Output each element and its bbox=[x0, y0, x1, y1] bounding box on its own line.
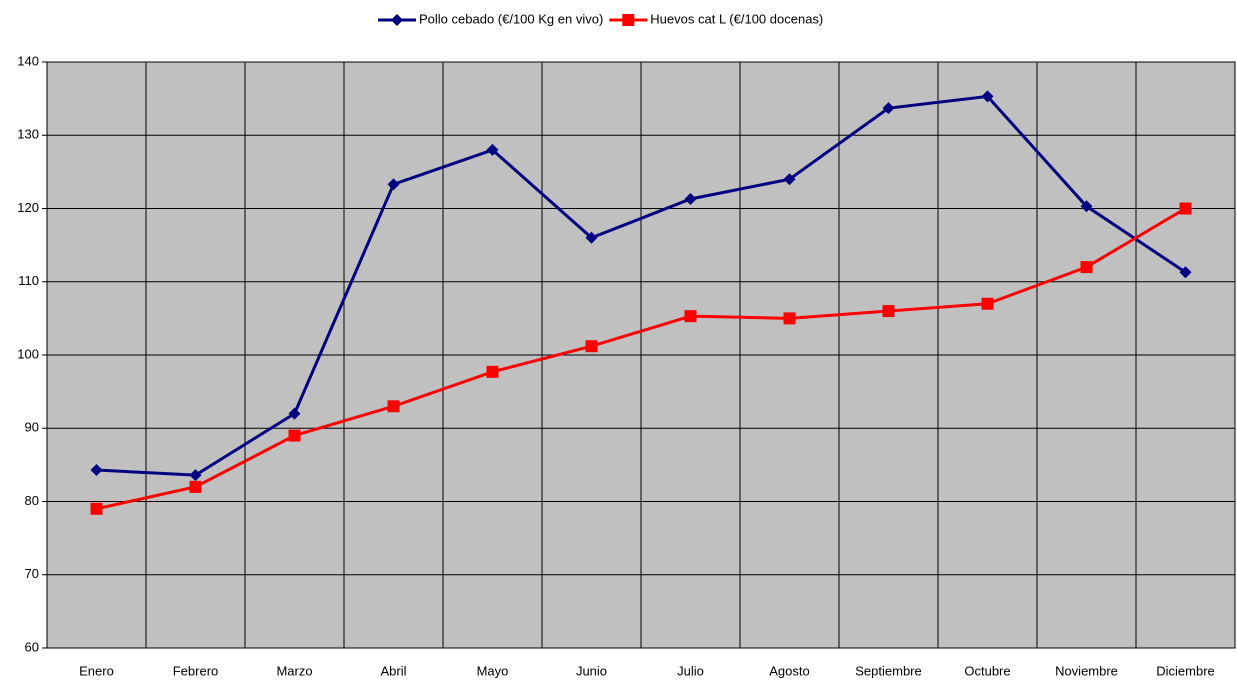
marker bbox=[981, 297, 994, 310]
marker bbox=[288, 407, 301, 420]
marker bbox=[1179, 266, 1192, 279]
y-tick-label: 110 bbox=[18, 273, 39, 288]
y-tick-label: 100 bbox=[17, 346, 39, 361]
x-tick-label: Marzo bbox=[276, 663, 312, 678]
x-tick-label: Octubre bbox=[964, 663, 1010, 678]
y-tick-label: 60 bbox=[25, 639, 39, 654]
marker bbox=[391, 14, 403, 26]
series-line bbox=[96, 207, 1187, 511]
y-tick-label: 90 bbox=[25, 420, 39, 435]
y-tick-label: 140 bbox=[17, 53, 39, 68]
y-tick-label: 130 bbox=[17, 127, 39, 142]
marker bbox=[684, 192, 697, 205]
y-tick-label: 80 bbox=[25, 493, 39, 508]
marker bbox=[684, 310, 697, 323]
marker bbox=[1080, 261, 1093, 274]
x-tick-label: Diciembre bbox=[1156, 663, 1215, 678]
series-line bbox=[96, 94, 1187, 477]
marker bbox=[882, 102, 895, 115]
x-tick-label: Julio bbox=[677, 663, 704, 678]
x-tick-label: Enero bbox=[79, 663, 114, 678]
x-tick-label: Mayo bbox=[477, 663, 509, 678]
x-tick-label: Agosto bbox=[769, 663, 809, 678]
marker bbox=[882, 305, 895, 318]
marker bbox=[90, 464, 103, 477]
marker bbox=[90, 502, 103, 515]
legend-label: Pollo cebado (€/100 Kg en vivo) bbox=[419, 11, 603, 26]
marker bbox=[1179, 202, 1192, 215]
x-tick-label: Abril bbox=[380, 663, 406, 678]
marker bbox=[189, 480, 202, 493]
marker bbox=[783, 173, 796, 186]
x-tick-label: Febrero bbox=[173, 663, 219, 678]
marker bbox=[288, 429, 301, 442]
marker bbox=[387, 178, 400, 191]
marker bbox=[486, 365, 499, 378]
marker bbox=[585, 340, 598, 353]
legend-label: Huevos cat L (€/100 docenas) bbox=[650, 11, 823, 26]
marker bbox=[622, 14, 635, 26]
marker bbox=[1080, 200, 1093, 213]
marker bbox=[387, 400, 400, 413]
marker bbox=[585, 231, 598, 244]
x-tick-label: Septiembre bbox=[855, 663, 921, 678]
marker bbox=[981, 90, 994, 103]
legend: Pollo cebado (€/100 Kg en vivo) Huevos ca… bbox=[378, 11, 823, 26]
x-tick-label: Junio bbox=[576, 663, 607, 678]
x-tick-label: Noviembre bbox=[1055, 663, 1118, 678]
y-tick-label: 120 bbox=[17, 200, 39, 215]
y-tick-label: 70 bbox=[25, 566, 39, 581]
marker bbox=[189, 469, 202, 482]
marker bbox=[783, 312, 796, 325]
marker bbox=[486, 143, 499, 156]
